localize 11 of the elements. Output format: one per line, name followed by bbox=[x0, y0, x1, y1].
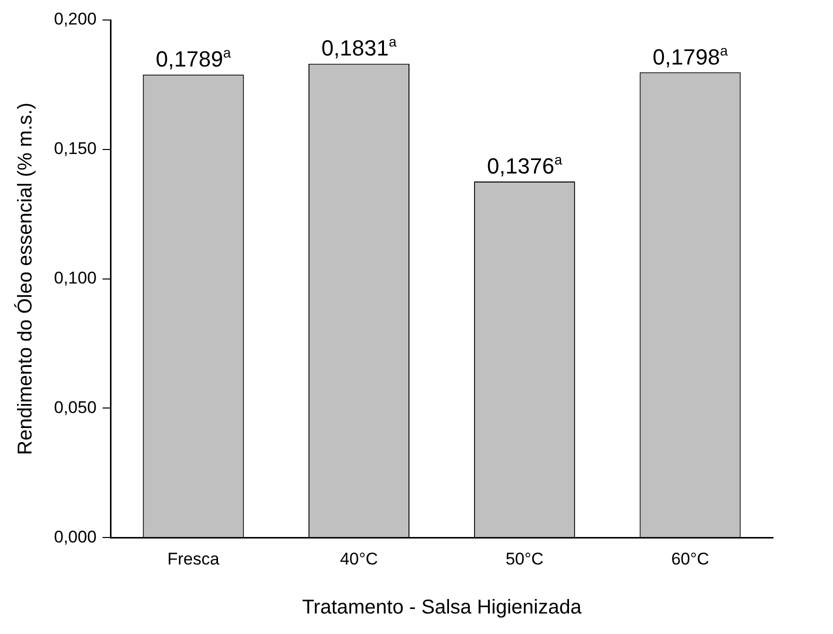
x-tick-label: 60°C bbox=[671, 549, 710, 568]
x-tick-label: Fresca bbox=[167, 549, 220, 568]
y-tick-label: 0,200 bbox=[54, 10, 97, 29]
x-tick-label: 50°C bbox=[506, 549, 544, 568]
y-tick-label: 0,000 bbox=[54, 527, 97, 546]
y-tick-label: 0,050 bbox=[54, 398, 97, 417]
y-tick-label: 0,150 bbox=[54, 139, 97, 158]
x-tick-label: 40°C bbox=[340, 549, 378, 568]
y-axis-title: Rendimento do Óleo essencial (% m.s.) bbox=[14, 102, 37, 455]
x-axis-title: Tratamento - Salsa Higienizada bbox=[302, 596, 582, 619]
y-tick-label: 0,100 bbox=[54, 268, 97, 288]
